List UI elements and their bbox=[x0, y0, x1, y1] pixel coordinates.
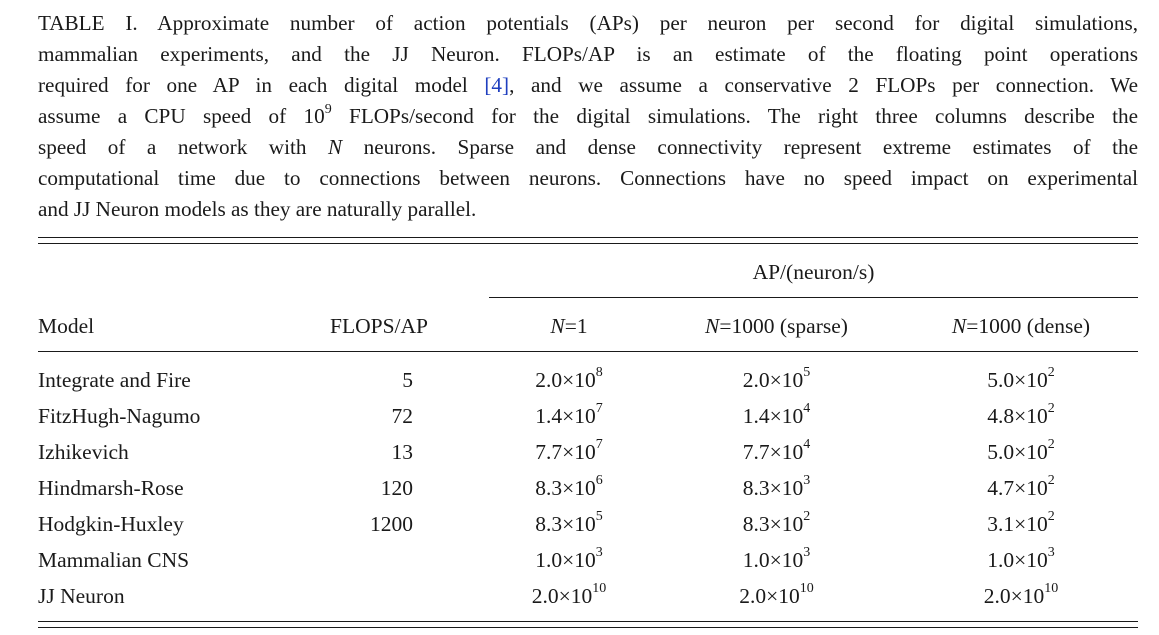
caption-line: and JJ Neuron models as they are natural… bbox=[38, 197, 477, 221]
model-name: JJ Neuron bbox=[38, 584, 125, 608]
flops-value: 120 bbox=[380, 476, 413, 500]
group-header: AP/(neuron/s) bbox=[752, 260, 875, 284]
top-rule bbox=[38, 237, 1138, 239]
rate-n1: 8.3×105 bbox=[535, 508, 603, 536]
caption-line: TABLE I. Approximate number of action po… bbox=[38, 11, 1139, 35]
bottom-rule bbox=[38, 621, 1138, 623]
flops-value: 72 bbox=[391, 404, 414, 428]
column-header-n1: N=1 bbox=[550, 314, 588, 338]
column-header-flops: FLOPS/AP bbox=[330, 314, 428, 338]
rate-n1: 8.3×106 bbox=[535, 472, 603, 500]
top-rule bbox=[38, 243, 1138, 245]
rate-dense: 4.7×102 bbox=[987, 472, 1055, 500]
rate-sparse: 2.0×1010 bbox=[739, 580, 814, 608]
rate-sparse: 8.3×102 bbox=[742, 508, 811, 536]
rate-dense: 5.0×102 bbox=[987, 364, 1055, 392]
rate-sparse: 1.4×104 bbox=[742, 400, 811, 428]
column-header-dense: N=1000 (dense) bbox=[951, 314, 1091, 338]
caption-line: computational time due to connections be… bbox=[38, 166, 1138, 190]
caption-line: assume a CPU speed of 109 FLOPs/second f… bbox=[38, 101, 1138, 128]
model-name: FitzHugh-Nagumo bbox=[38, 404, 201, 428]
flops-value: 1200 bbox=[370, 512, 413, 536]
flops-value: 13 bbox=[391, 440, 414, 464]
model-name: Hodgkin-Huxley bbox=[38, 512, 184, 536]
rate-dense: 4.8×102 bbox=[987, 400, 1055, 428]
rate-sparse: 8.3×103 bbox=[742, 472, 811, 500]
group-header-rule bbox=[489, 297, 1138, 298]
rate-dense: 5.0×102 bbox=[987, 436, 1055, 464]
rate-n1: 2.0×1010 bbox=[531, 580, 607, 608]
model-name: Integrate and Fire bbox=[38, 368, 191, 392]
rate-sparse: 2.0×105 bbox=[742, 364, 811, 392]
caption-line: mammalian experiments, and the JJ Neuron… bbox=[38, 42, 1138, 66]
caption-line: speed of a network with N neurons. Spars… bbox=[38, 135, 1139, 159]
flops-value: 5 bbox=[402, 368, 413, 392]
header-rule bbox=[38, 351, 1138, 352]
rate-n1: 1.4×107 bbox=[535, 400, 603, 428]
model-name: Hindmarsh-Rose bbox=[38, 476, 184, 500]
model-name: Mammalian CNS bbox=[38, 548, 190, 572]
rate-dense: 2.0×1010 bbox=[983, 580, 1059, 608]
rate-sparse: 1.0×103 bbox=[742, 544, 811, 572]
bottom-rule bbox=[38, 627, 1138, 629]
rate-dense: 3.1×102 bbox=[987, 508, 1055, 536]
citation-link[interactable]: [4] bbox=[484, 73, 510, 97]
caption-label: TABLE I. bbox=[38, 11, 138, 35]
rate-sparse: 7.7×104 bbox=[742, 436, 811, 464]
caption-line: required for one AP in each digital mode… bbox=[38, 73, 1138, 97]
column-header-model: Model bbox=[38, 314, 95, 338]
rate-dense: 1.0×103 bbox=[987, 544, 1055, 572]
model-name: Izhikevich bbox=[38, 440, 129, 464]
table-caption: TABLE I. Approximate number of action po… bbox=[38, 8, 1138, 225]
rate-n1: 1.0×103 bbox=[535, 544, 603, 572]
column-header-sparse: N=1000 (sparse) bbox=[705, 314, 848, 338]
rate-n1: 7.7×107 bbox=[535, 436, 603, 464]
rate-n1: 2.0×108 bbox=[535, 364, 603, 392]
